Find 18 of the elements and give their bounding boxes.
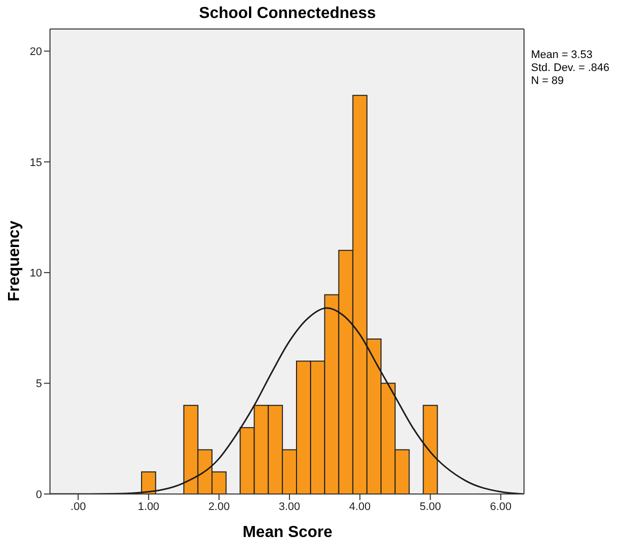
y-tick-label: 20 xyxy=(30,46,42,58)
x-tick-label: 1.00 xyxy=(138,500,160,513)
y-tick-label: 0 xyxy=(36,488,42,501)
y-tick-label: 5 xyxy=(36,378,42,390)
x-tick-label: 2.00 xyxy=(208,500,230,513)
text: N = 89 xyxy=(531,75,565,88)
x-tick-label: 6.00 xyxy=(490,500,512,513)
x-tick-label: 3.00 xyxy=(278,500,300,513)
text: Std. Dev. = .846 xyxy=(531,62,610,75)
x-axis-title: Mean Score xyxy=(242,524,334,542)
x-tick-label: 4.00 xyxy=(349,500,371,513)
y-tick-label: 15 xyxy=(30,156,42,169)
chart-title: School Connectedness xyxy=(198,5,377,23)
x-tick-label: 5.00 xyxy=(420,500,442,513)
y-axis-title: Frequency xyxy=(6,220,24,302)
text: Mean = 3.53 xyxy=(531,49,594,62)
x-tick-label: .00 xyxy=(70,500,86,513)
y-tick-label: 10 xyxy=(30,267,42,280)
